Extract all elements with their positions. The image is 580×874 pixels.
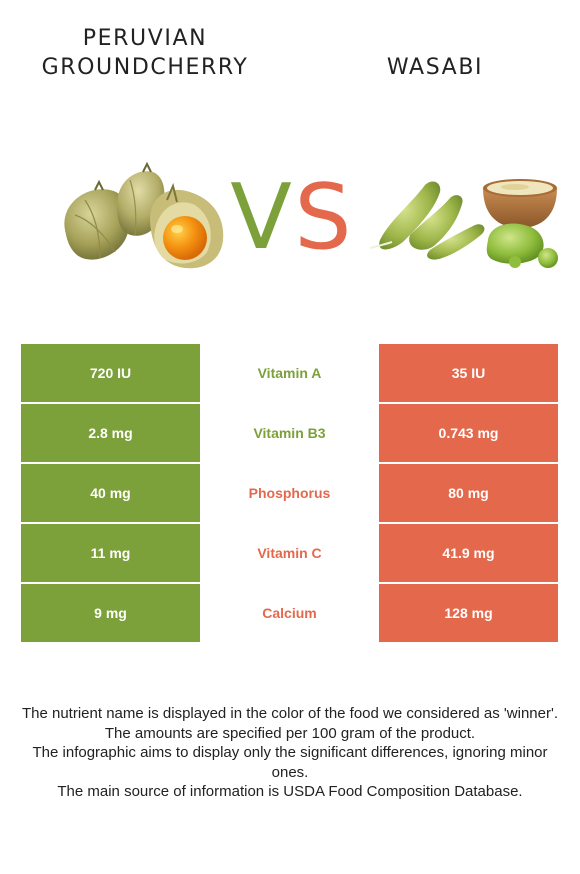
- vs-letter-s: S: [294, 168, 351, 258]
- footnote-2: The amounts are specified per 100 gram o…: [104, 724, 476, 742]
- right-food-title: WASABI: [386, 55, 484, 80]
- nutrient-name-cell: Vitamin C: [200, 524, 379, 582]
- right-value-cell: 41.9 mg: [379, 524, 558, 582]
- groundcherry-image: [64, 161, 224, 269]
- table-row: 40 mg Phosphorus 80 mg: [21, 464, 558, 522]
- table-row: 720 IU Vitamin A 35 IU: [21, 344, 558, 402]
- left-food-title: PERUVIAN GROUNDCHERRY: [0, 24, 290, 82]
- wasabi-image: [370, 179, 558, 268]
- table-row: 9 mg Calcium 128 mg: [21, 584, 558, 642]
- right-value-cell: 80 mg: [379, 464, 558, 522]
- left-value-cell: 720 IU: [21, 344, 200, 402]
- footnote-4: The main source of information is USDA F…: [57, 783, 523, 800]
- nutrient-name-cell: Vitamin A: [200, 344, 379, 402]
- right-value-cell: 0.743 mg: [379, 404, 558, 462]
- left-value-cell: 40 mg: [21, 464, 200, 522]
- right-value-cell: 128 mg: [379, 584, 558, 642]
- left-food-title-line-2: GROUNDCHERRY: [41, 55, 249, 80]
- comparison-table: 720 IU Vitamin A 35 IU 2.8 mg Vitamin B3 0.74…: [21, 344, 558, 644]
- vs-letter-v: V: [230, 168, 292, 258]
- footnote-3: The infographic aims to display only the…: [32, 744, 548, 781]
- left-food-title-line-1: PERUVIAN: [82, 26, 208, 51]
- footnotes: The nutrient name is displayed in the co…: [20, 704, 560, 802]
- vs-graphic: V S: [230, 168, 351, 258]
- table-row: 11 mg Vitamin C 41.9 mg: [21, 524, 558, 582]
- nutrient-name-cell: Vitamin B3: [200, 404, 379, 462]
- right-value-cell: 35 IU: [379, 344, 558, 402]
- left-value-cell: 2.8 mg: [21, 404, 200, 462]
- nutrient-name-cell: Phosphorus: [200, 464, 379, 522]
- table-row: 2.8 mg Vitamin B3 0.743 mg: [21, 404, 558, 462]
- nutrient-name-cell: Calcium: [200, 584, 379, 642]
- left-value-cell: 11 mg: [21, 524, 200, 582]
- footnote-1: The nutrient name is displayed in the co…: [21, 705, 559, 722]
- left-value-cell: 9 mg: [21, 584, 200, 642]
